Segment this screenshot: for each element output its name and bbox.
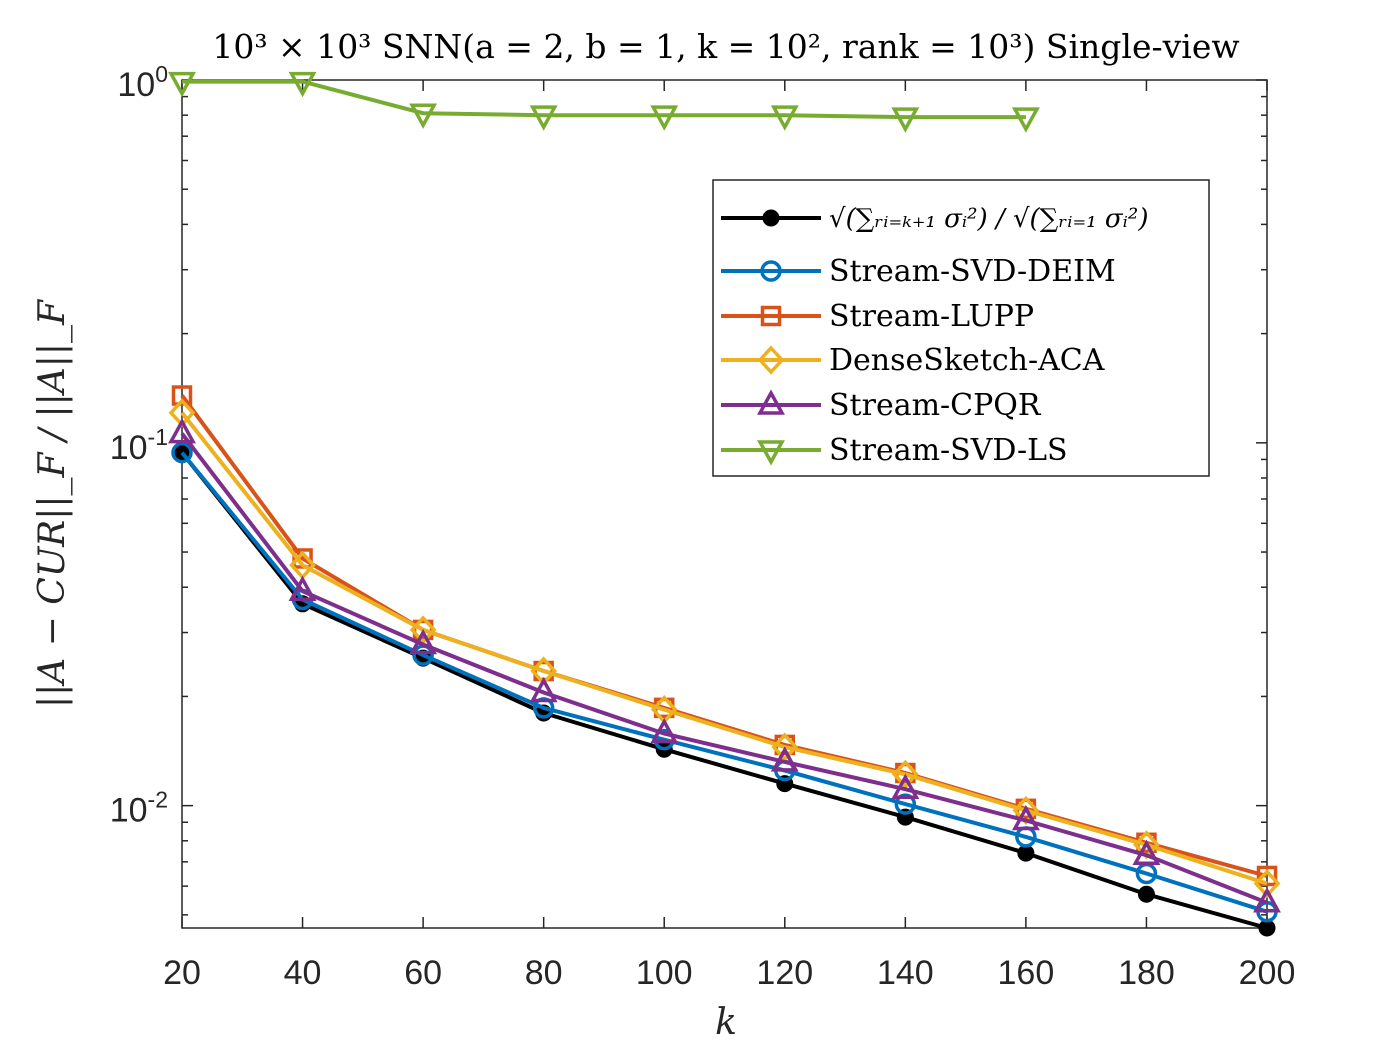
legend-label: Stream-SVD-DEIM xyxy=(829,254,1116,289)
legend-label: √(∑ᵣᵢ₌ₖ₊₁ σᵢ²) / √(∑ᵣᵢ₌₁ σᵢ²) xyxy=(829,204,1148,234)
legend-marker xyxy=(762,209,780,227)
data-point-marker xyxy=(1137,885,1155,903)
series-5 xyxy=(168,71,1040,133)
legend-entry: √(∑ᵣᵢ₌ₖ₊₁ σᵢ²) / √(∑ᵣᵢ₌₁ σᵢ²) xyxy=(721,204,1148,234)
legend-marker xyxy=(757,389,785,415)
legend-label: Stream-SVD-LS xyxy=(829,433,1068,468)
legend-label: Stream-CPQR xyxy=(829,388,1042,423)
data-point-marker xyxy=(168,71,196,98)
data-point-marker xyxy=(1011,804,1040,831)
legend-entry: Stream-LUPP xyxy=(721,299,1034,334)
x-tick-labels: 20 40 60 80 100 120 140 160 180 200 xyxy=(163,954,1295,992)
data-point-marker xyxy=(894,793,917,815)
data-point-marker xyxy=(891,759,919,789)
x-tick-label: 200 xyxy=(1239,954,1296,992)
data-point-marker xyxy=(771,732,799,762)
data-point-marker xyxy=(770,105,799,131)
y-tick-label: 100 xyxy=(117,61,168,104)
x-tick-label: 80 xyxy=(525,954,563,992)
legend-label: Stream-LUPP xyxy=(829,299,1034,334)
x-tick-label: 60 xyxy=(404,954,442,992)
chart-title: 10³ × 10³ SNN(a = 2, b = 1, k = 10², ran… xyxy=(212,27,1239,66)
data-point-marker xyxy=(1253,868,1281,899)
data-point-marker xyxy=(650,105,679,131)
x-axis-label: k xyxy=(715,1002,737,1043)
x-tick-label: 120 xyxy=(756,954,813,992)
data-point-marker xyxy=(891,107,920,133)
legend-entry: Stream-SVD-LS xyxy=(721,433,1068,468)
data-point-marker xyxy=(529,676,558,703)
x-tick-label: 180 xyxy=(1118,954,1175,992)
data-point-marker xyxy=(412,619,434,641)
data-point-marker xyxy=(409,628,438,655)
data-point-marker xyxy=(1253,887,1281,913)
data-point-marker xyxy=(409,615,437,645)
series-layer xyxy=(168,71,1281,937)
series-line xyxy=(180,451,1268,914)
legend-entry: Stream-CPQR xyxy=(721,388,1042,423)
y-axis-label: ||A − CUR||_F / ||A||_F xyxy=(32,298,73,708)
legend-entry: Stream-SVD-DEIM xyxy=(721,254,1116,289)
tick-marks xyxy=(181,79,1268,928)
legend-marker xyxy=(757,345,785,375)
x-tick-label: 140 xyxy=(877,954,934,992)
data-point-marker xyxy=(171,441,193,464)
data-point-marker xyxy=(770,746,799,772)
series-line xyxy=(180,411,1268,886)
data-point-marker xyxy=(288,575,317,601)
x-tick-label: 100 xyxy=(636,954,693,992)
x-tick-label: 20 xyxy=(163,954,201,992)
data-point-marker xyxy=(168,418,196,444)
y-tick-label: 10-2 xyxy=(110,787,168,830)
x-tick-label: 40 xyxy=(284,954,322,992)
data-point-marker xyxy=(1132,839,1161,865)
legend: √(∑ᵣᵢ₌ₖ₊₁ σᵢ²) / √(∑ᵣᵢ₌₁ σᵢ²) Stream-SVD-… xyxy=(712,179,1210,477)
legend-entry: DenseSketch-ACA xyxy=(721,343,1105,378)
legend-box xyxy=(712,179,1210,477)
data-point-marker xyxy=(1011,107,1040,133)
series-line xyxy=(180,432,1268,905)
y-tick-labels: 10-2 10-1 100 xyxy=(110,61,168,830)
data-point-marker xyxy=(288,71,317,98)
series-4 xyxy=(168,418,1281,913)
series-line xyxy=(182,79,1026,120)
x-tick-label: 160 xyxy=(998,954,1055,992)
legend-marker xyxy=(757,440,785,466)
data-point-marker xyxy=(650,717,679,744)
data-point-marker xyxy=(171,385,193,406)
data-point-marker xyxy=(891,773,920,799)
legend-marker xyxy=(760,305,782,327)
legend-label: DenseSketch-ACA xyxy=(829,343,1105,378)
series-line xyxy=(180,451,1268,930)
y-tick-label: 10-1 xyxy=(110,424,168,467)
data-point-marker xyxy=(529,105,558,131)
data-point-marker xyxy=(409,103,438,129)
data-point-marker xyxy=(1256,865,1278,887)
legend-marker xyxy=(760,260,782,282)
